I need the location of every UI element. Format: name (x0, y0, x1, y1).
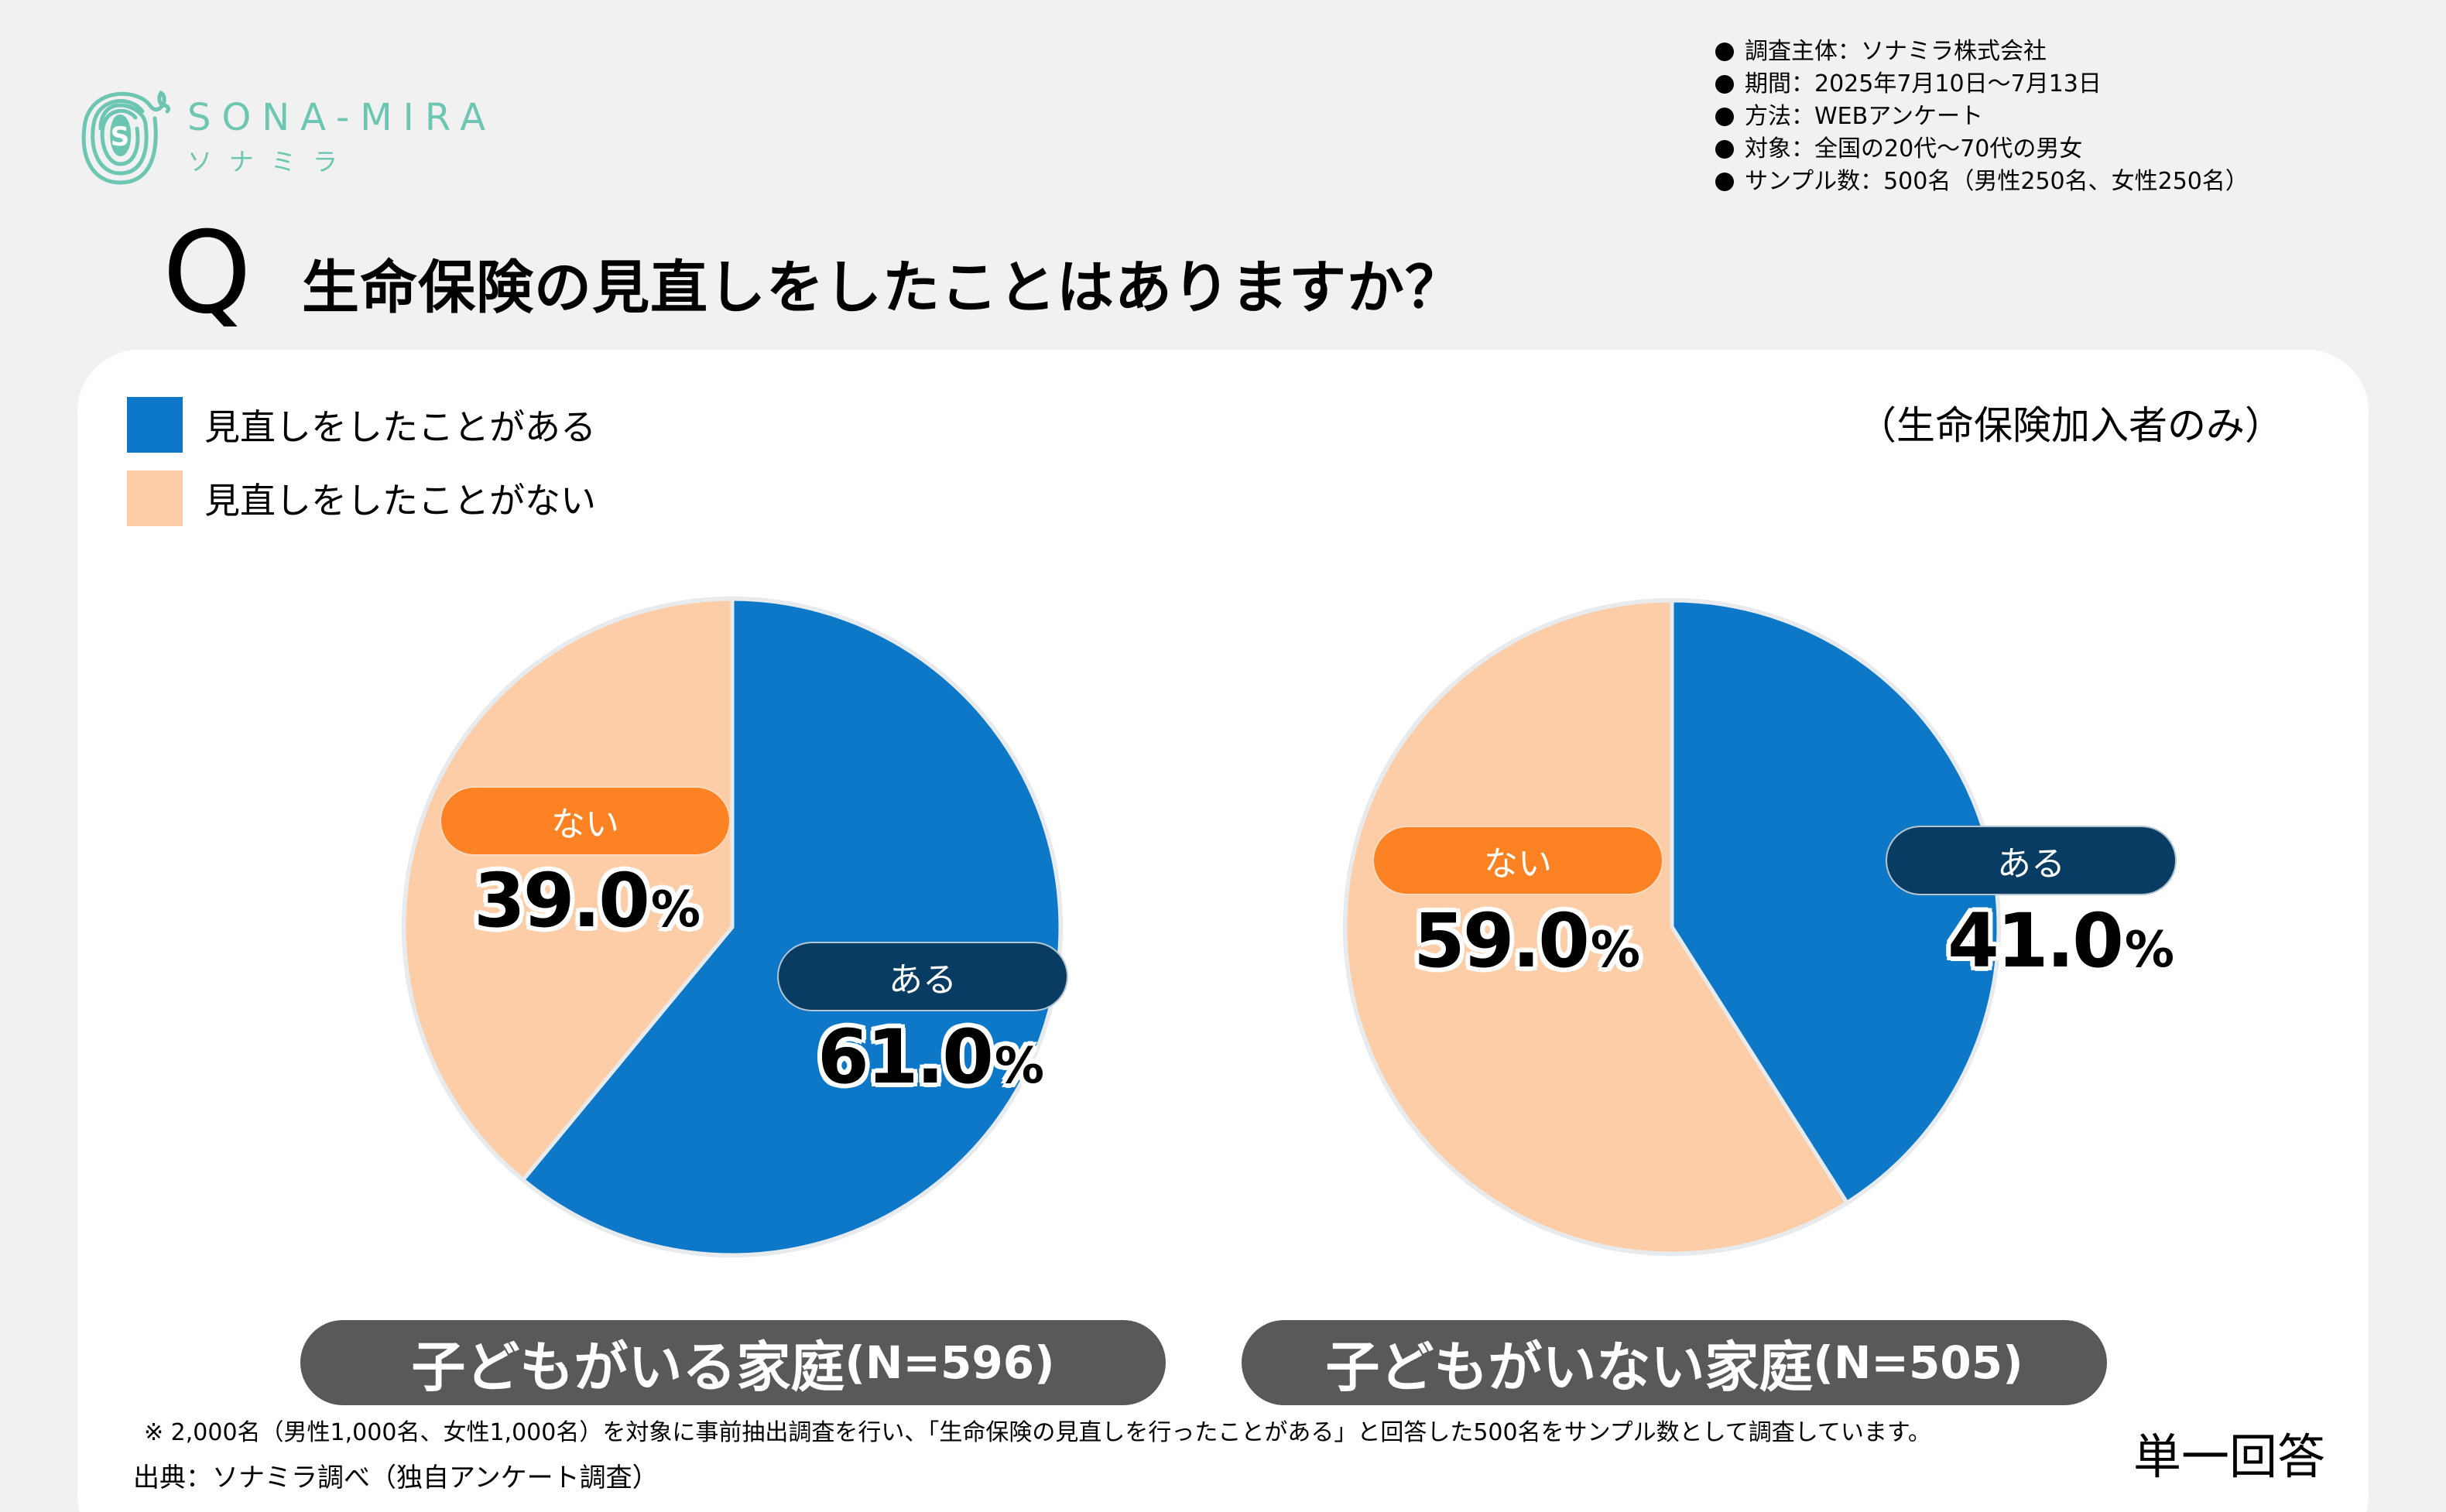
survey-meta-item: 調査主体：ソナミラ株式会社 (1715, 36, 2249, 68)
bullet-icon (1715, 75, 1734, 94)
survey-meta-item: 方法：WEBアンケート (1715, 101, 2249, 133)
pie1-label-no: ない (440, 786, 731, 856)
pie1-value-no-number: 39.0 (474, 857, 650, 944)
pie1-label-yes-text: ある (889, 960, 957, 1000)
survey-meta-item: サンプル数：500名（男性250名、女性250名） (1715, 166, 2249, 198)
bullet-icon (1715, 140, 1734, 159)
pie2-label-yes-text: ある (1997, 844, 2065, 884)
legend-item-yes: 見直しをしたことがある (127, 397, 596, 453)
survey-meta-text: 対象：全国の20代～70代の男女 (1745, 135, 2083, 162)
survey-meta-text: 期間：2025年7月10日～7月13日 (1745, 70, 2102, 97)
pie2-group-name: 子どもがいない家庭 (1325, 1335, 1814, 1399)
question-mark-q: Q (163, 207, 252, 339)
pie2-value-no: 59.0% (1413, 898, 1640, 984)
legend-item-no: 見直しをしたことがない (127, 470, 596, 526)
pie1-label-yes: ある (777, 942, 1068, 1011)
brand-logo-icon: S (77, 84, 171, 186)
pie1-value-no: 39.0% (474, 857, 701, 944)
source-credit: 出典：ソナミラ調べ（独自アンケート調査） (133, 1462, 659, 1493)
pie2-value-yes: 41.0% (1948, 898, 2174, 984)
brand-name-ja: ソナミラ (187, 147, 355, 176)
survey-meta-text: 調査主体：ソナミラ株式会社 (1745, 38, 2047, 65)
survey-meta-item: 期間：2025年7月10日～7月13日 (1715, 68, 2249, 101)
pie1-value-yes: 61.0% (817, 1014, 1044, 1100)
bullet-icon (1715, 173, 1734, 191)
pie2-value-yes-number: 41.0 (1948, 898, 2124, 984)
brand-name-en: SONA-MIRA (187, 96, 497, 139)
pie2-sample-size: (N=505) (1813, 1336, 2023, 1389)
pie2-value-no-unit: % (1590, 922, 1640, 979)
pie1-sample-size: (N=596) (844, 1336, 1055, 1389)
svg-text:S: S (111, 121, 130, 152)
pie1-group-label: 子どもがいる家庭 (N=596) (300, 1320, 1166, 1405)
bullet-icon (1715, 43, 1734, 61)
legend-label-no: 見直しをしたことがない (204, 480, 596, 522)
pie2-label-no-text: ない (1484, 844, 1552, 884)
survey-meta-text: サンプル数：500名（男性250名、女性250名） (1745, 168, 2249, 195)
survey-meta: 調査主体：ソナミラ株式会社 期間：2025年7月10日～7月13日 方法：WEB… (1715, 36, 2249, 198)
pie1-label-no-text: ない (551, 805, 619, 844)
pie2-label-no: ない (1372, 826, 1663, 895)
pie1-value-no-unit: % (650, 881, 701, 939)
pie2-label-yes: ある (1886, 826, 2177, 895)
pie1-value-yes-unit: % (994, 1038, 1044, 1095)
pie2-slice-no (1343, 598, 1849, 1256)
bullet-icon (1715, 108, 1734, 126)
survey-meta-item: 対象：全国の20代～70代の男女 (1715, 133, 2249, 166)
pie1-value-yes-number: 61.0 (817, 1014, 994, 1100)
answer-type: 単一回答 (2133, 1428, 2326, 1485)
pie1-group-name: 子どもがいる家庭 (411, 1335, 845, 1399)
pie2-group-label: 子どもがいない家庭 (N=505) (1242, 1320, 2107, 1405)
pie2-value-no-number: 59.0 (1413, 898, 1590, 984)
legend-swatch-yes (127, 397, 183, 453)
legend-label-yes: 見直しをしたことがある (204, 406, 596, 448)
pie2-value-yes-unit: % (2124, 922, 2174, 979)
pie1-slice-yes (521, 597, 1063, 1257)
scope-note: （生命保険加入者のみ） (1858, 403, 2283, 448)
pie1-slice-no (402, 597, 735, 1182)
question-title: 生命保険の見直しをしたことはありますか？ (302, 255, 1463, 321)
legend-swatch-no (127, 470, 183, 526)
footnote: ※ 2,000名（男性1,000名、女性1,000名）を対象に事前抽出調査を行い… (144, 1419, 1931, 1446)
survey-meta-text: 方法：WEBアンケート (1745, 103, 1983, 130)
